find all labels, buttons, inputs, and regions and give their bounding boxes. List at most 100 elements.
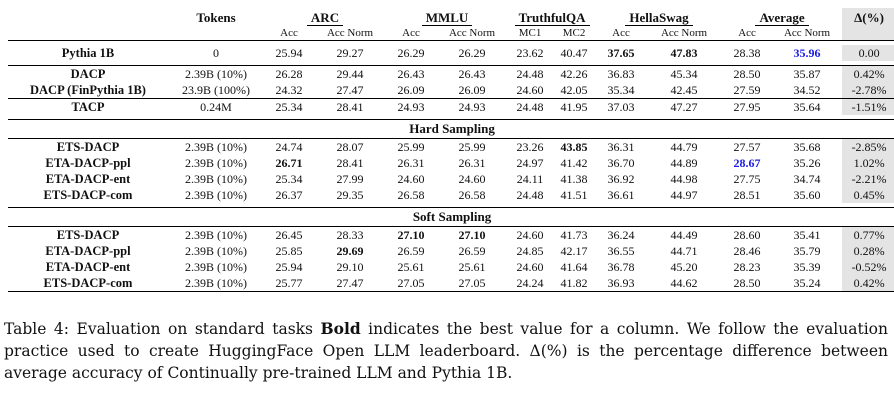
cell-hs-accnorm: 44.62: [646, 275, 723, 292]
cell-delta: -2.85%: [842, 138, 894, 155]
cell-tqa-mc2: 40.47: [560, 46, 588, 60]
header-truthfulqa-label: TruthfulQA: [514, 10, 590, 26]
cell-model-name: ETS-DACP-com: [43, 188, 133, 202]
cell-hs-acc: 36.92: [607, 172, 635, 186]
section-title-hard: Hard Sampling: [8, 119, 894, 139]
cell-hs-acc: 37.03: [596, 98, 647, 115]
cell-arc-accnorm: 28.33: [314, 226, 387, 243]
table-row: ETS-DACP-com 2.39B (10%) 25.77 27.47 27.05 27…: [8, 275, 894, 292]
header-row-groups: Tokens ARC MMLU TruthfulQA HellaSwag Ave…: [8, 8, 894, 26]
cell-arc-accnorm: 27.47: [336, 83, 364, 97]
cell-avg-accnorm: 35.26: [793, 156, 821, 170]
cell-avg-acc: 28.51: [733, 188, 761, 202]
cell-arc-acc: 25.34: [264, 98, 314, 115]
cell-mmlu-accnorm: 27.05: [436, 275, 509, 292]
cell-avg-acc: 28.50: [722, 275, 773, 292]
cell-mmlu-acc: 26.58: [397, 188, 425, 202]
table-row: ETA-DACP-ent 2.39B (10%) 25.34 27.99 24.60 24…: [8, 171, 894, 187]
cell-arc-accnorm: 29.35: [336, 188, 364, 202]
cell-tokens: 2.39B (10%): [185, 260, 247, 274]
header-truthfulqa: TruthfulQA: [508, 8, 596, 26]
subheader-tqa-mc2: MC2: [562, 27, 586, 39]
header-hellaswag: HellaSwag: [596, 8, 722, 26]
subheader-arc-acc: Acc: [280, 27, 298, 39]
cell-mmlu-accnorm: 26.59: [458, 244, 486, 258]
cell-avg-acc: 27.95: [722, 98, 773, 115]
cell-tqa-mc2: 42.05: [560, 83, 588, 97]
cell-avg-accnorm: 35.39: [793, 260, 821, 274]
cell-mmlu-acc: 25.61: [397, 260, 425, 274]
cell-avg-acc: 28.23: [733, 260, 761, 274]
cell-avg-acc: 28.67: [733, 156, 761, 170]
cell-arc-accnorm: 28.41: [314, 98, 387, 115]
subheader-delta-empty: [842, 26, 894, 41]
subheader-tqa-mc1: MC1: [518, 27, 542, 39]
cell-delta: -2.21%: [842, 171, 894, 187]
cell-model-name: DACP: [8, 65, 168, 82]
cell-avg-accnorm: 35.24: [772, 275, 843, 292]
cell-mmlu-accnorm: 24.93: [436, 98, 509, 115]
cell-avg-accnorm: 35.64: [772, 98, 843, 115]
cell-arc-acc: 26.28: [264, 65, 314, 82]
subheader-hs-acc: Acc: [612, 27, 630, 39]
cell-tqa-mc1: 24.48: [508, 65, 553, 82]
cell-tokens: 2.39B (10%): [185, 172, 247, 186]
cell-tokens: 2.39B (10%): [168, 138, 264, 155]
cell-hs-accnorm: 44.98: [670, 172, 698, 186]
header-average: Average: [722, 8, 842, 26]
cell-avg-accnorm: 35.41: [772, 226, 843, 243]
cell-arc-acc: 24.32: [275, 83, 303, 97]
header-arc: ARC: [264, 8, 386, 26]
cell-mmlu-accnorm: 26.09: [458, 83, 486, 97]
header-arc-label: ARC: [306, 10, 344, 26]
cell-tokens: 2.39B (10%): [168, 226, 264, 243]
cell-delta: -2.78%: [842, 82, 894, 99]
table-row: DACP 2.39B (10%) 26.28 29.44 26.43 26.43 24.48…: [8, 65, 894, 82]
cell-model-name: ETS-DACP: [8, 226, 168, 243]
cell-tokens: 2.39B (10%): [168, 65, 264, 82]
cell-hs-accnorm: 45.20: [670, 260, 698, 274]
cell-delta: -1.51%: [842, 98, 894, 115]
cell-avg-acc: 27.59: [733, 83, 761, 97]
cell-avg-accnorm: 35.87: [772, 65, 843, 82]
cell-model-name: ETA-DACP-ppl: [45, 156, 131, 170]
cell-mmlu-acc: 24.60: [397, 172, 425, 186]
cell-arc-acc: 26.71: [275, 156, 303, 170]
cell-mmlu-accnorm: 26.29: [458, 46, 486, 60]
subheader-hs-accnorm: Acc Norm: [660, 27, 708, 39]
cell-hs-accnorm: 44.79: [646, 138, 723, 155]
cell-hs-accnorm: 44.89: [670, 156, 698, 170]
cell-avg-acc: 28.46: [733, 244, 761, 258]
cell-mmlu-acc: 25.99: [386, 138, 437, 155]
cell-model-name: DACP (FinPythia 1B): [30, 83, 146, 97]
table-row: ETS-DACP-com 2.39B (10%) 26.37 29.35 26.58 26…: [8, 187, 894, 203]
cell-avg-acc: 28.50: [722, 65, 773, 82]
results-table-container: Tokens ARC MMLU TruthfulQA HellaSwag Ave…: [8, 8, 894, 292]
cell-tqa-mc2: 41.95: [552, 98, 597, 115]
table-caption: Table 4: Evaluation on standard tasks Bo…: [4, 318, 888, 384]
cell-arc-acc: 26.45: [264, 226, 314, 243]
cell-arc-accnorm: 29.69: [336, 244, 364, 258]
header-row-subcols: Acc Acc Norm Acc Acc Norm MC1 MC2 Acc Ac…: [8, 26, 894, 41]
cell-avg-accnorm: 34.52: [793, 83, 821, 97]
cell-model-name: ETA-DACP-ppl: [45, 244, 131, 258]
cell-tokens: 2.39B (10%): [168, 275, 264, 292]
cell-tqa-mc1: 24.11: [516, 172, 544, 186]
cell-mmlu-accnorm: 24.60: [458, 172, 486, 186]
cell-arc-acc: 25.94: [275, 46, 303, 60]
section-row-soft: Soft Sampling: [8, 207, 894, 227]
cell-hs-acc: 36.24: [596, 226, 647, 243]
header-empty: [8, 8, 168, 26]
cell-mmlu-accnorm: 26.43: [436, 65, 509, 82]
cell-arc-accnorm: 27.99: [336, 172, 364, 186]
table-row: ETA-DACP-ppl 2.39B (10%) 25.85 29.69 26.59 26…: [8, 243, 894, 259]
cell-avg-accnorm: 34.74: [793, 172, 821, 186]
header-delta: Δ(%): [842, 8, 894, 26]
table-row: ETA-DACP-ppl 2.39B (10%) 26.71 28.41 26.31 26…: [8, 155, 894, 171]
cell-arc-accnorm: 27.47: [314, 275, 387, 292]
cell-avg-accnorm: 35.79: [793, 244, 821, 258]
subheader-empty: [8, 26, 168, 41]
cell-tqa-mc1: 24.85: [516, 244, 544, 258]
caption-suffix: indicates the best value for a column. W…: [4, 320, 888, 382]
cell-tqa-mc2: 41.38: [560, 172, 588, 186]
